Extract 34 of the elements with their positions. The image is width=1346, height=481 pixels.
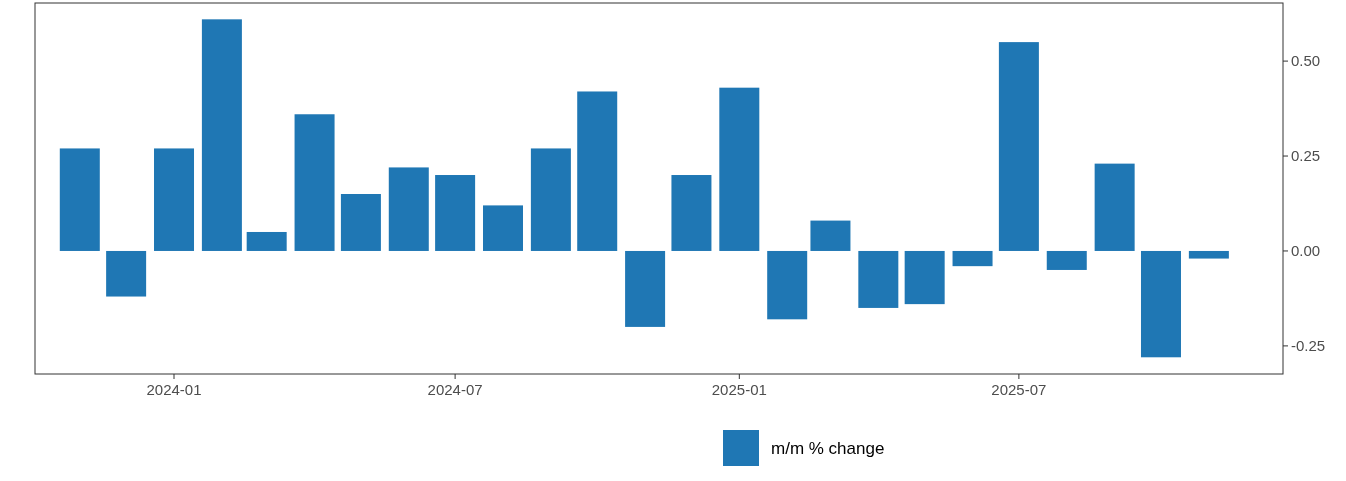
bar	[435, 175, 476, 251]
y-tick-label: 0.25	[1291, 147, 1321, 165]
x-tick-label: 2025-07	[991, 381, 1047, 398]
bar	[1140, 250, 1181, 358]
bar	[154, 148, 195, 251]
bar	[904, 250, 945, 305]
bar	[1188, 250, 1229, 259]
y-tick-label: 0.50	[1291, 52, 1321, 70]
bar	[952, 250, 993, 267]
bar	[106, 250, 147, 297]
x-tick-label: 2024-07	[427, 381, 483, 398]
bar	[340, 194, 381, 251]
bar	[201, 19, 242, 251]
y-tick-label: 0.00	[1291, 241, 1321, 259]
bar	[577, 91, 618, 251]
bar	[998, 42, 1039, 251]
bar	[719, 87, 760, 251]
bar	[388, 167, 429, 251]
x-tick-label: 2025-01	[711, 381, 767, 398]
bar	[767, 250, 808, 320]
bar	[671, 175, 712, 251]
y-tick-label: -0.25	[1291, 336, 1326, 354]
bar	[1046, 250, 1087, 270]
bar	[625, 250, 666, 327]
bar	[246, 231, 287, 251]
legend-label: m/m % change	[771, 439, 885, 458]
bar	[294, 114, 335, 251]
bar	[530, 148, 571, 251]
x-tick-label: 2024-01	[146, 381, 202, 398]
bar	[59, 148, 100, 251]
bar	[483, 205, 523, 251]
bar	[810, 220, 851, 251]
bar	[858, 250, 899, 308]
bar	[1094, 163, 1135, 251]
